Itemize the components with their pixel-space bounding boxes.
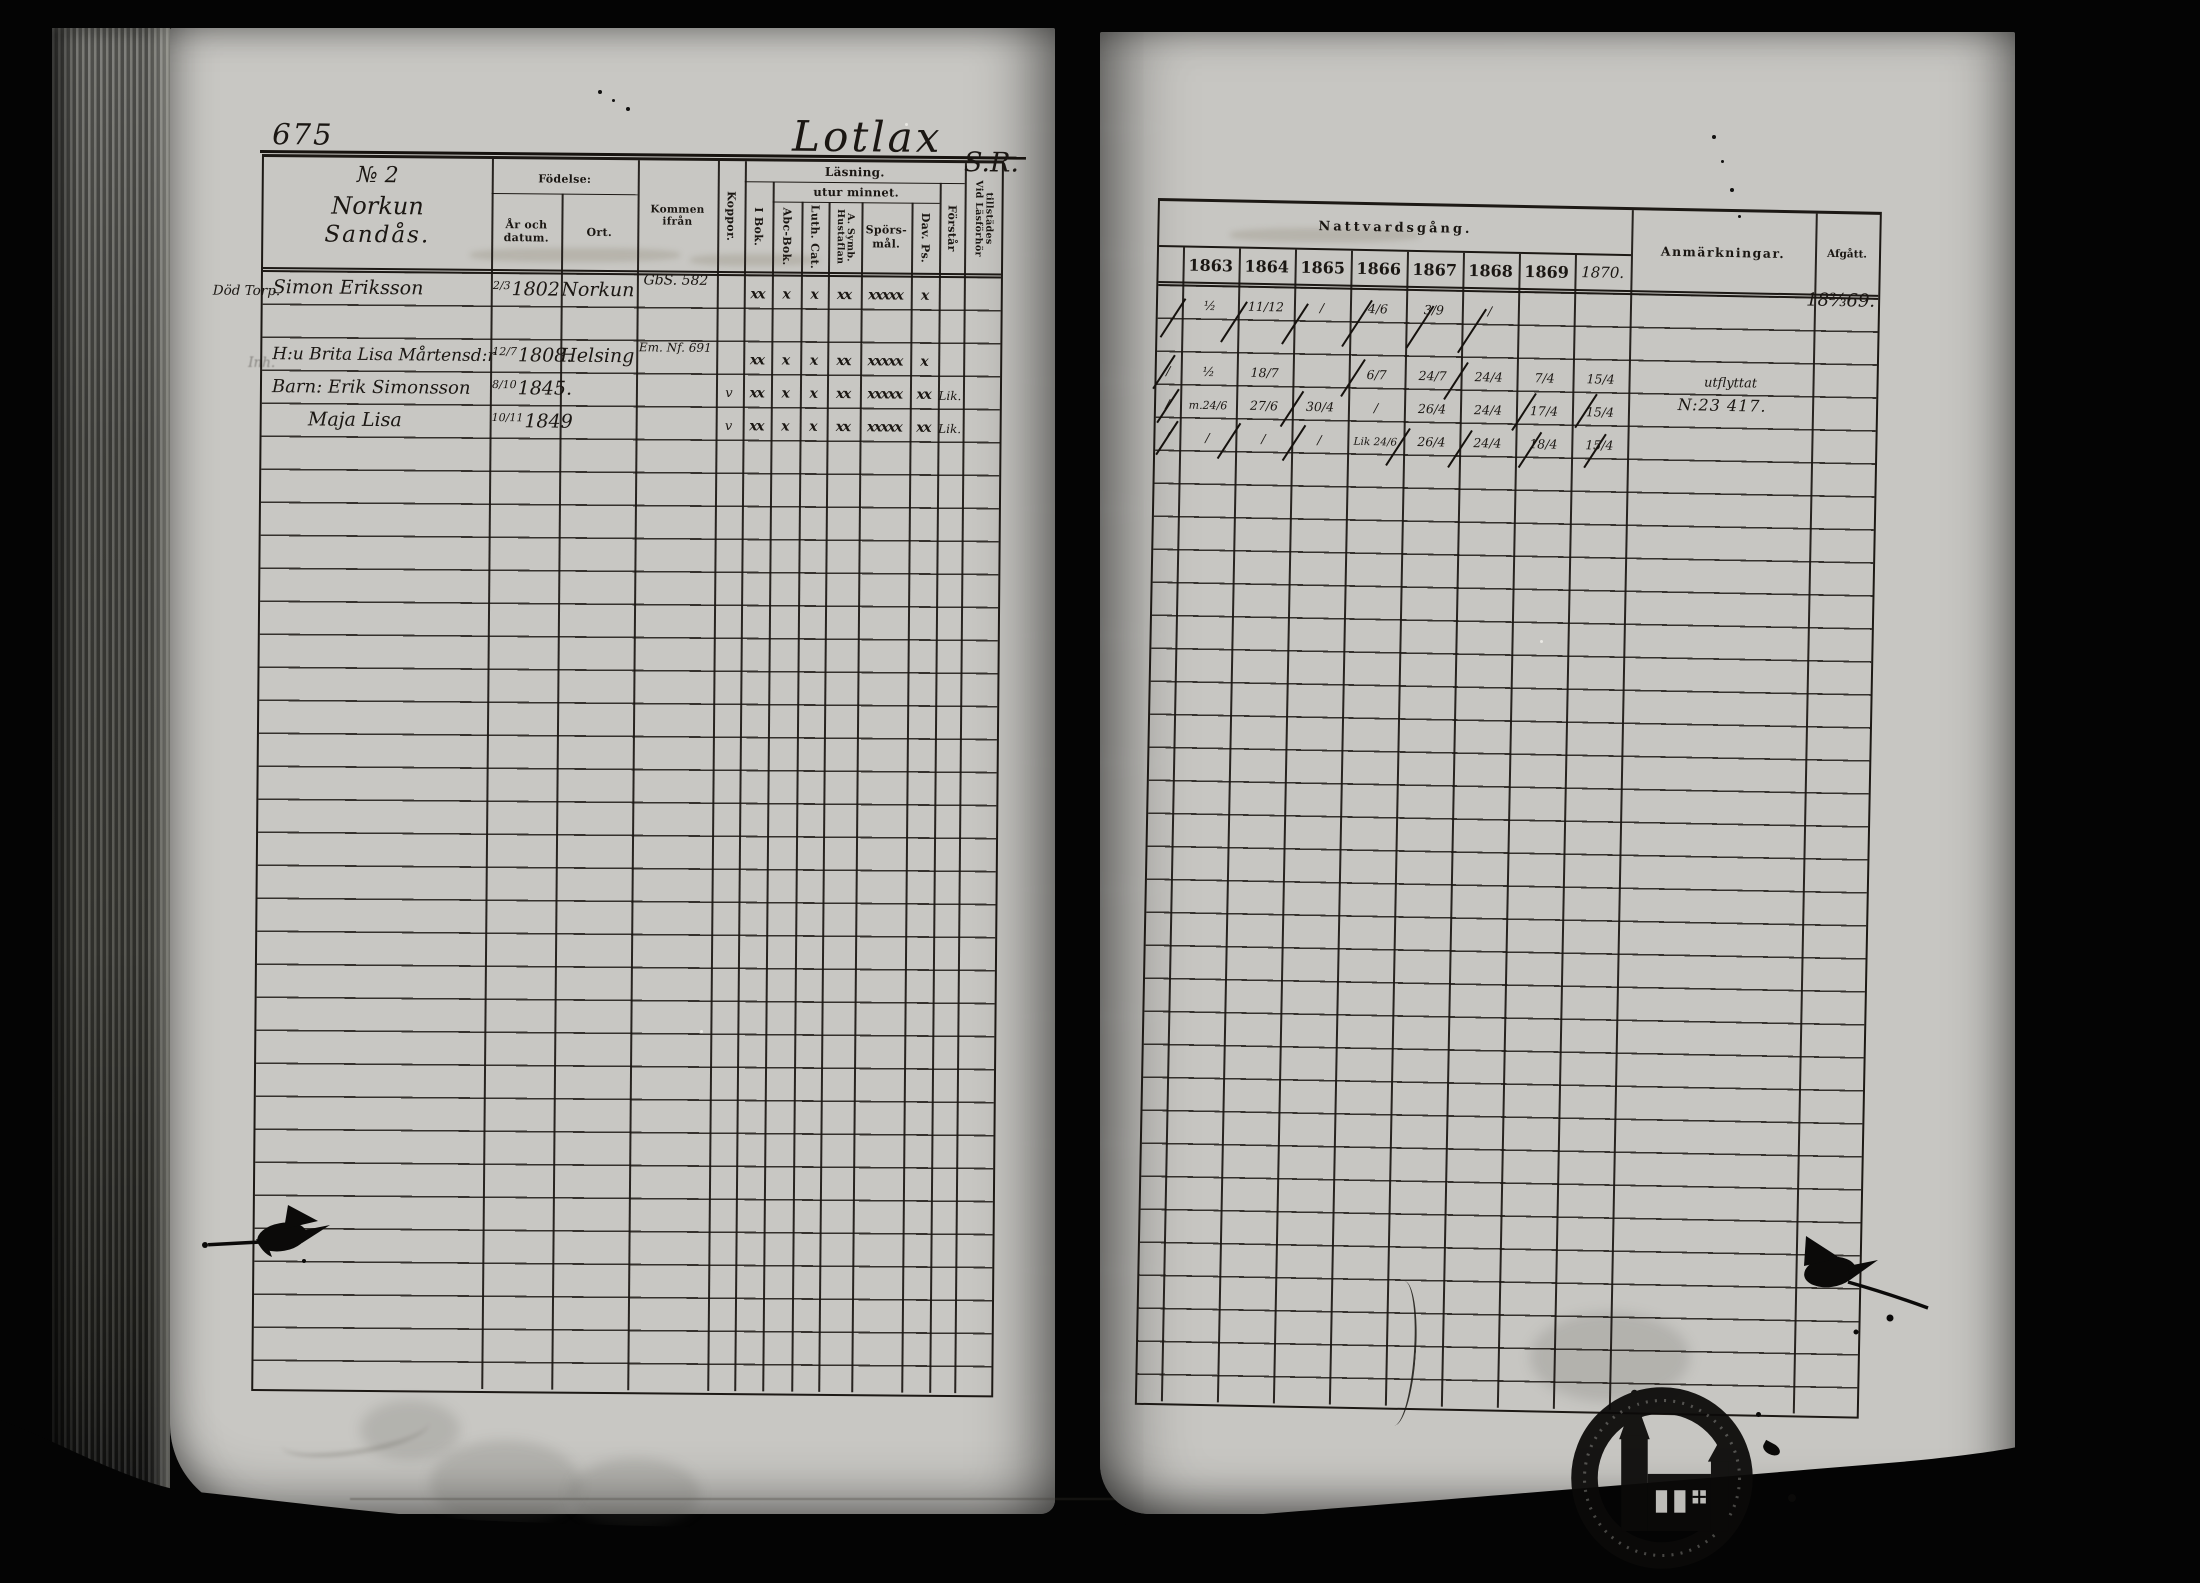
bleedthrough-ghost — [470, 248, 680, 262]
dust-speck — [598, 90, 602, 94]
dust-speck — [612, 99, 615, 102]
page-crease — [350, 1498, 1216, 1500]
dust-speck — [626, 107, 630, 111]
bleedthrough-ghost — [690, 254, 820, 266]
ink-dot — [1756, 1412, 1761, 1417]
ink-dot — [1788, 1494, 1796, 1502]
dust-speck — [1712, 135, 1716, 139]
stain — [430, 1440, 580, 1526]
dust-speck — [1730, 188, 1734, 192]
book-spine-edge — [52, 26, 170, 1514]
ink-blot-bird — [202, 1205, 330, 1263]
dust-speck — [700, 1030, 703, 1033]
stain — [570, 1458, 700, 1528]
church-stamp-icon — [1571, 1387, 1753, 1569]
bleedthrough-ghost — [1230, 228, 1420, 242]
dust-speck — [905, 123, 908, 126]
stain — [360, 1400, 460, 1460]
dust-speck — [1738, 215, 1741, 218]
left-page: 675 Lotlax S.R. № 2 Norkun Sandås. Födel… — [170, 28, 1216, 1528]
dust-speck — [1540, 640, 1543, 643]
ink-blot-bird — [1804, 1236, 1929, 1335]
dust-speck — [1721, 160, 1724, 163]
